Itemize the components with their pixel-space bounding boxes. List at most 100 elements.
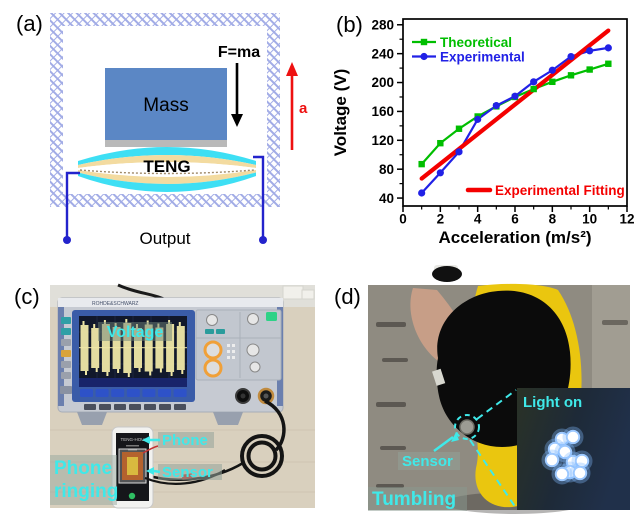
probe-cable [145,399,286,481]
x-axis-label: Acceleration (m/s²) [438,228,591,247]
panel-d: (d) [320,260,640,519]
y-axis-label: Voltage (V) [331,69,350,157]
wearable-sensor [459,419,475,435]
screen-voltage-label: Voltage [107,324,164,341]
phone-arrow [142,436,150,444]
mass-label: Mass [143,95,188,116]
panel-d-photo: (d) [334,265,630,514]
panel-c-photo: (c) ROHDE&SCHWARZ [14,283,315,509]
panel-b: (b) 0 2 4 6 8 10 12 40 80 120 160 200 240 280 Accelera… [320,0,640,260]
led-cluster [541,426,593,485]
marker [530,85,537,93]
force-label: F=ma [218,44,260,61]
x-tick-label: 6 [511,212,519,227]
y-tick-label: 40 [379,191,394,206]
sensor-label: Sensor [162,464,213,481]
channel2-knob [203,358,223,378]
marker [492,102,500,110]
marker [567,72,575,79]
waveform-burst [101,324,110,372]
marker [418,160,425,168]
scope-screen: Voltage [72,310,195,402]
waveform-burst [134,328,142,368]
button-grid [227,344,235,359]
marker [418,189,426,197]
marker [455,148,463,156]
box-on-shelf [282,285,304,300]
sensor-annotation: Sensor [146,464,222,481]
sensor-label: Sensor [402,453,453,470]
scope-front-buttons [84,404,186,410]
marker [549,78,556,86]
panel-a-schematic: (a) Mass F=ma T [16,11,308,248]
acceleration-arrow-head [286,62,298,76]
voltage-acceleration-chart: (b) 0 2 4 6 8 10 12 40 80 120 160 200 240 280 Accelera… [331,12,635,247]
panel-a: (a) Mass F=ma T [0,0,320,260]
marker [586,47,594,55]
y-tick-label: 80 [379,162,394,177]
screen-menu-bar [79,378,187,387]
marker [455,125,463,132]
screen-softkeys [80,389,187,397]
sensor-highlight-circle [454,414,480,440]
light-on-inset: Light on [517,388,630,510]
output-terminal-right [259,236,267,244]
waveform-burst [91,328,100,368]
waveform-burst [112,327,121,369]
phone-ringing-caption: Phone ringing [50,455,118,505]
marker [604,44,612,52]
legend-label: Theoretical [440,35,512,50]
caption-line-2: ringing [54,481,118,502]
phone-caller-id: TENG-HOU [121,437,145,442]
panel-d-label: (d) [334,284,361,309]
sensor-arrow [451,432,459,442]
y-tick-label: 160 [371,104,394,119]
phone: TENG-HOU [111,426,226,509]
person-shoe [432,266,462,282]
phone-annotation: Phone [142,432,214,449]
panel-a-label: (a) [16,11,43,36]
clothing-tag [432,368,446,386]
force-annotation: F=ma [218,44,260,127]
caption-text: Tumbling [372,489,456,510]
x-tick-label: 0 [399,212,407,227]
acceleration-label: a [299,100,308,117]
oscilloscope: ROHDE&SCHWARZ [57,297,284,425]
fitting-line [419,28,611,181]
sensor-annotation: Sensor [398,432,460,470]
knob [206,314,218,326]
teng-label: TENG [143,157,190,176]
power-button [266,312,277,321]
light-on-label: Light on [523,394,582,411]
marker [437,139,444,147]
output-wires [63,155,267,244]
sensor-red-wire [142,445,159,454]
answer-call-icon [128,492,136,500]
tumbling-caption: Tumbling [368,487,467,511]
led [572,465,588,481]
x-tick-label: 12 [619,212,634,227]
led [557,444,573,460]
marker [474,115,482,123]
scope-control-panel [195,309,282,381]
led [544,452,560,468]
scope-brand: ROHDE&SCHWARZ [92,301,138,307]
knob [247,313,259,325]
sensor-on-phone [118,448,147,484]
panel-b-label: (b) [336,12,363,37]
channel1-knob [203,340,223,360]
teng-device: TENG [78,147,256,192]
y-tick-label: 120 [371,133,394,148]
waveform-burst [166,324,175,372]
sensor-arrow [146,467,154,475]
knob [249,361,261,373]
teng-contact-line [79,169,255,175]
inset-leader-lines [469,389,517,509]
waveform-burst [176,326,185,370]
panel-c-label: (c) [14,284,40,309]
y-tick-label: 240 [371,46,394,61]
y-tick-label: 200 [371,75,394,90]
marker [605,60,612,67]
